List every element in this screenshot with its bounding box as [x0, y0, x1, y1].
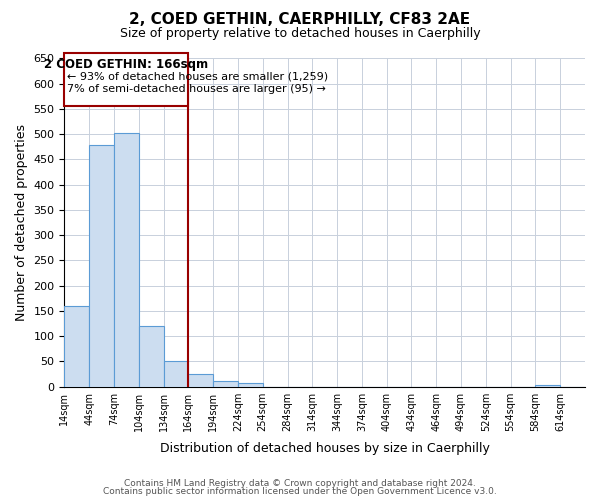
Text: Size of property relative to detached houses in Caerphilly: Size of property relative to detached ho…	[119, 28, 481, 40]
Bar	[164, 362, 188, 386]
Bar	[139, 326, 164, 386]
Bar	[535, 384, 560, 386]
Bar	[238, 382, 263, 386]
FancyBboxPatch shape	[64, 54, 188, 106]
Bar	[64, 306, 89, 386]
Text: 2 COED GETHIN: 166sqm: 2 COED GETHIN: 166sqm	[44, 58, 208, 71]
Text: Contains HM Land Registry data © Crown copyright and database right 2024.: Contains HM Land Registry data © Crown c…	[124, 478, 476, 488]
Text: Contains public sector information licensed under the Open Government Licence v3: Contains public sector information licen…	[103, 487, 497, 496]
Bar	[114, 132, 139, 386]
Bar	[89, 146, 114, 386]
Text: 2, COED GETHIN, CAERPHILLY, CF83 2AE: 2, COED GETHIN, CAERPHILLY, CF83 2AE	[130, 12, 470, 28]
Bar	[188, 374, 213, 386]
Text: 7% of semi-detached houses are larger (95) →: 7% of semi-detached houses are larger (9…	[67, 84, 326, 94]
X-axis label: Distribution of detached houses by size in Caerphilly: Distribution of detached houses by size …	[160, 442, 490, 455]
Bar	[213, 380, 238, 386]
Y-axis label: Number of detached properties: Number of detached properties	[15, 124, 28, 321]
Text: ← 93% of detached houses are smaller (1,259): ← 93% of detached houses are smaller (1,…	[67, 72, 328, 82]
